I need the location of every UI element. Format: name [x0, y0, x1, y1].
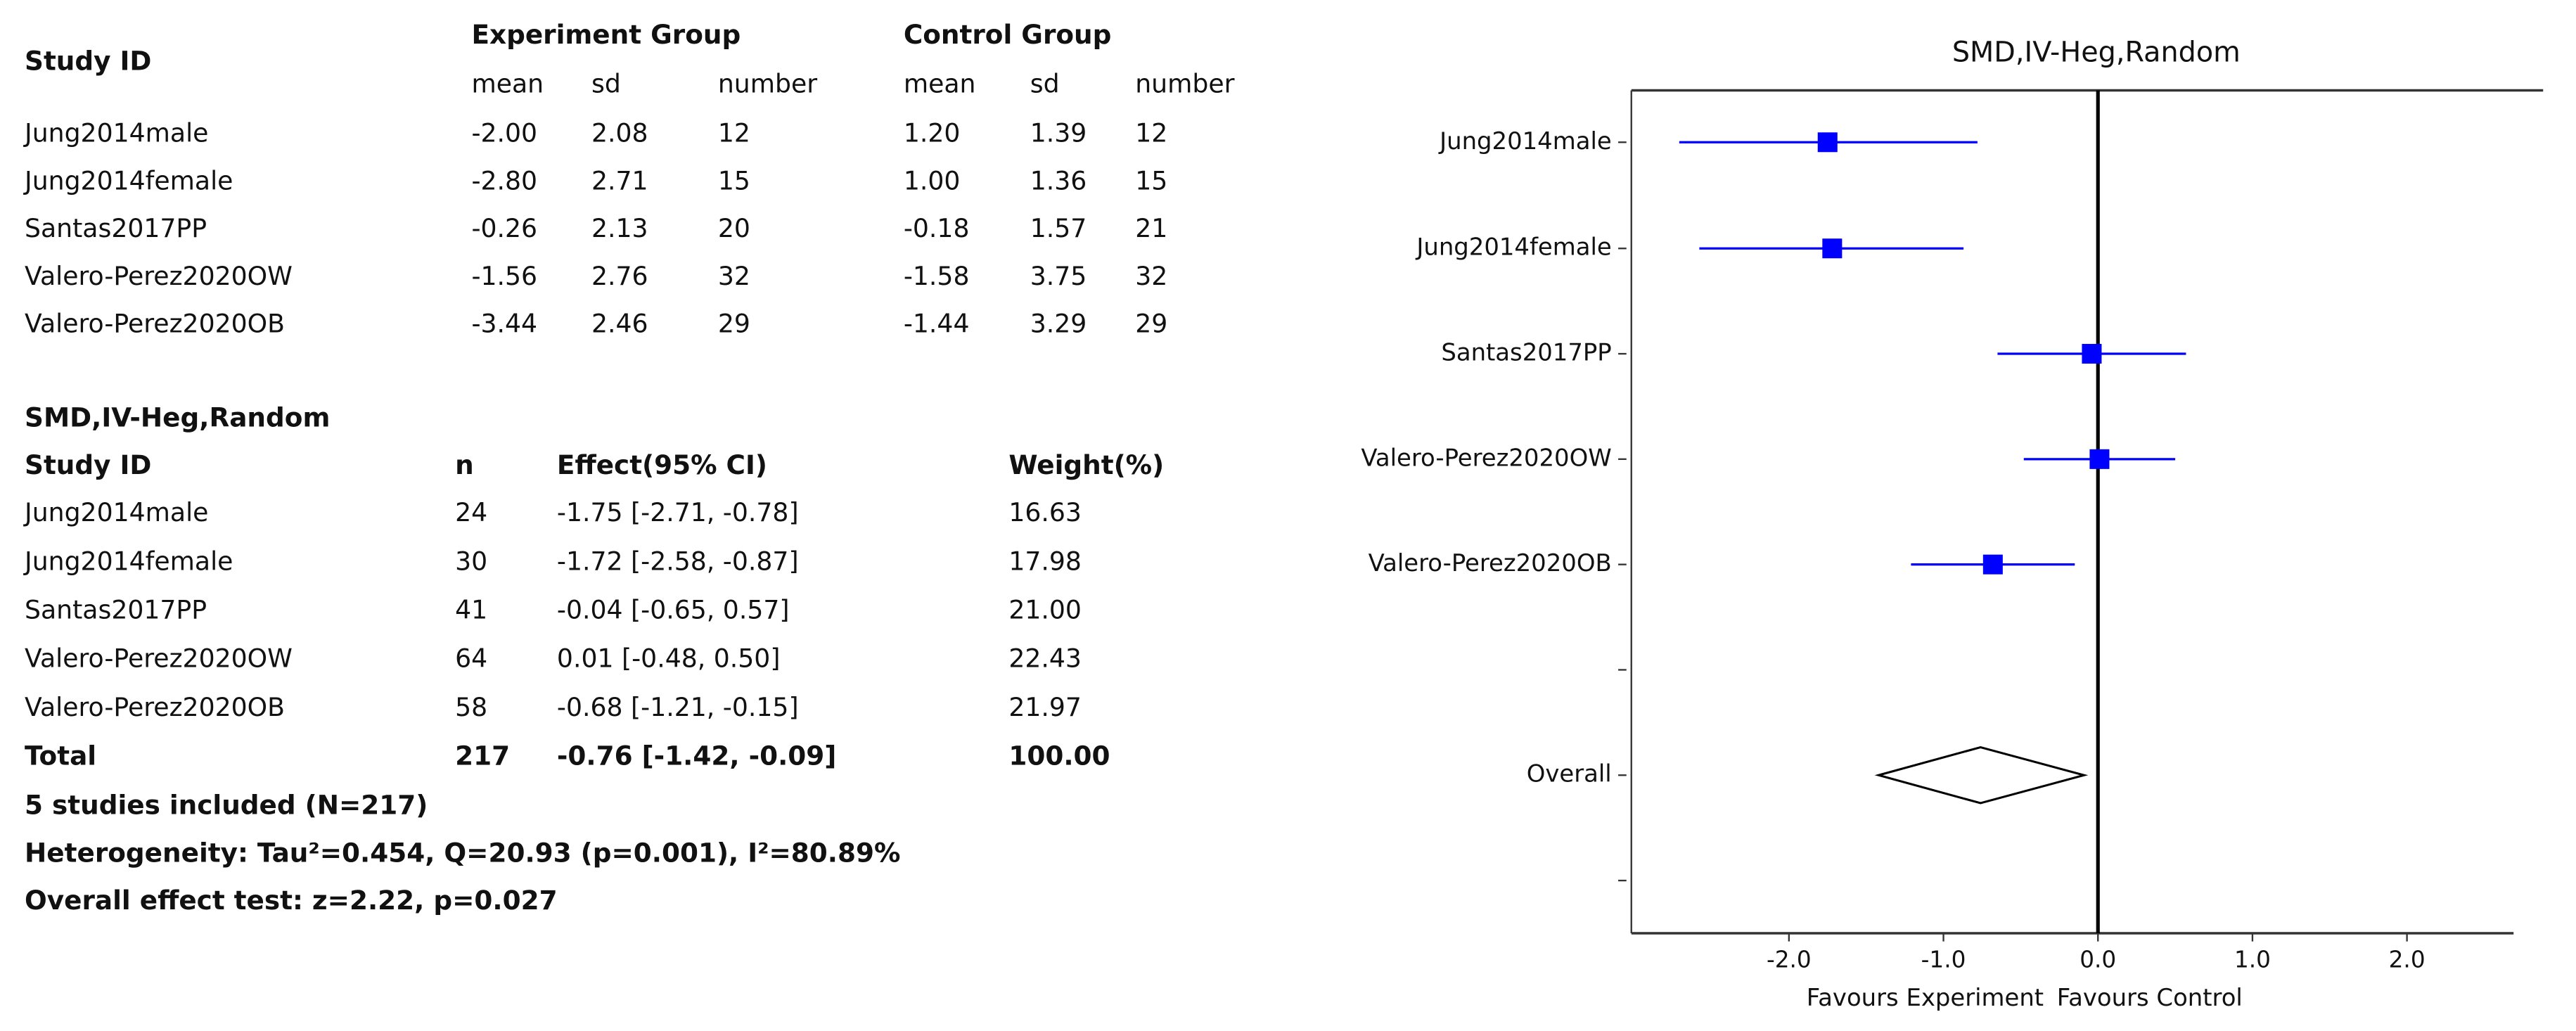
- table-cell: 1.39: [1030, 118, 1087, 148]
- column-header: mean: [904, 69, 976, 99]
- y-tick-label: Valero-Perez2020OW: [1361, 444, 1611, 471]
- group-header: Experiment Group: [471, 19, 741, 50]
- table-cell: -2.80: [471, 165, 537, 196]
- table-cell: 15: [718, 165, 750, 196]
- total-cell: -0.76 [-1.42, -0.09]: [557, 740, 836, 771]
- column-header: n: [455, 449, 474, 480]
- table-cell: 29: [718, 309, 750, 339]
- table-cell: 3.29: [1030, 309, 1087, 339]
- table-cell: 0.01 [-0.48, 0.50]: [557, 643, 781, 674]
- column-header: sd: [591, 69, 621, 99]
- table-cell: 1.57: [1030, 213, 1087, 243]
- table-cell: -1.58: [904, 261, 970, 291]
- x-tick-label: -1.0: [1921, 947, 1966, 973]
- table-cell: -1.72 [-2.58, -0.87]: [557, 546, 799, 576]
- table-cell: 21: [1135, 213, 1167, 243]
- y-tick-label: Santas2017PP: [1441, 339, 1611, 366]
- table-cell: 22.43: [1008, 643, 1082, 674]
- effect-marker: [1982, 554, 2003, 575]
- table-cell: 1.00: [904, 165, 961, 196]
- table-cell: -3.44: [471, 309, 537, 339]
- column-header: Weight(%): [1008, 449, 1164, 480]
- effect-marker: [1817, 132, 1838, 153]
- table-cell: 2.76: [591, 261, 648, 291]
- column-header: sd: [1030, 69, 1060, 99]
- table-cell: Valero-Perez2020OW: [25, 643, 293, 674]
- overall-diamond: [1874, 745, 2089, 805]
- x-tick-label: 1.0: [2234, 947, 2271, 973]
- table-cell: 64: [455, 643, 487, 674]
- table-cell: Jung2014female: [23, 546, 233, 576]
- table-cell: -0.26: [471, 213, 537, 243]
- table-cell: 58: [455, 692, 487, 722]
- table-cell: 29: [1135, 309, 1167, 339]
- table-cell: 21.00: [1008, 595, 1082, 625]
- table-cell: 1.20: [904, 118, 961, 148]
- y-tick-label: Jung2014female: [1415, 233, 1611, 261]
- table-cell: Santas2017PP: [25, 595, 207, 625]
- chart-title: SMD,IV-Heg,Random: [1952, 37, 2241, 69]
- group-header: Control Group: [904, 19, 1112, 50]
- effect-marker: [2089, 449, 2110, 469]
- table-title: SMD,IV-Heg,Random: [25, 402, 330, 433]
- x-tick-label: -2.0: [1767, 947, 1812, 973]
- effect-marker: [2082, 344, 2102, 364]
- x-tick-label: 0.0: [2080, 947, 2116, 973]
- effect-marker: [1822, 238, 1843, 259]
- table-cell: 2.08: [591, 118, 648, 148]
- table-cell: 16.63: [1008, 497, 1082, 527]
- table-cell: 2.13: [591, 213, 648, 243]
- table-cell: Jung2014male: [23, 118, 208, 148]
- table-cell: Jung2014male: [23, 497, 208, 527]
- note: Heterogeneity: Tau²=0.454, Q=20.93 (p=0.…: [25, 837, 900, 868]
- table-cell: -1.56: [471, 261, 537, 291]
- table-cell: 32: [1135, 261, 1167, 291]
- table-cell: Valero-Perez2020OB: [25, 309, 285, 339]
- table-cell: 1.36: [1030, 165, 1087, 196]
- table-cell: Santas2017PP: [25, 213, 207, 243]
- table-cell: -0.04 [-0.65, 0.57]: [557, 595, 790, 625]
- y-tick-label: Valero-Perez2020OB: [1369, 549, 1612, 577]
- table-cell: 15: [1135, 165, 1167, 196]
- table-cell: 32: [718, 261, 750, 291]
- x-axis-label: Favours Experiment: [1807, 984, 2044, 1011]
- table-cell: 17.98: [1008, 546, 1082, 576]
- table-header: Study ID: [25, 45, 151, 76]
- table-cell: 41: [455, 595, 487, 625]
- column-header: number: [718, 69, 817, 99]
- column-header: Effect(95% CI): [557, 449, 767, 480]
- table-cell: 30: [455, 546, 487, 576]
- note: Overall effect test: z=2.22, p=0.027: [25, 885, 558, 916]
- table-cell: -2.00: [471, 118, 537, 148]
- x-axis-label: Favours Control: [2057, 984, 2243, 1011]
- total-cell: Total: [25, 740, 96, 771]
- table-cell: -0.68 [-1.21, -0.15]: [557, 692, 799, 722]
- table-cell: 2.46: [591, 309, 648, 339]
- table-cell: 21.97: [1008, 692, 1082, 722]
- table-cell: Valero-Perez2020OW: [25, 261, 293, 291]
- total-cell: 217: [455, 740, 510, 771]
- table-cell: 3.75: [1030, 261, 1087, 291]
- table-cell: 24: [455, 497, 487, 527]
- y-tick-label: Jung2014male: [1438, 127, 1612, 155]
- table-cell: -1.75 [-2.71, -0.78]: [557, 497, 799, 527]
- table-cell: 20: [718, 213, 750, 243]
- table-cell: Jung2014female: [23, 165, 233, 196]
- column-header: mean: [471, 69, 544, 99]
- total-cell: 100.00: [1008, 740, 1110, 771]
- table-cell: 2.71: [591, 165, 648, 196]
- x-tick-label: 2.0: [2389, 947, 2426, 973]
- y-tick-label: Overall: [1527, 760, 1612, 788]
- column-header: number: [1135, 69, 1234, 99]
- table-cell: 12: [718, 118, 750, 148]
- note: 5 studies included (N=217): [25, 790, 428, 821]
- table-cell: -0.18: [904, 213, 970, 243]
- table-cell: 12: [1135, 118, 1167, 148]
- table-cell: -1.44: [904, 309, 970, 339]
- column-header: Study ID: [25, 449, 151, 480]
- table-cell: Valero-Perez2020OB: [25, 692, 285, 722]
